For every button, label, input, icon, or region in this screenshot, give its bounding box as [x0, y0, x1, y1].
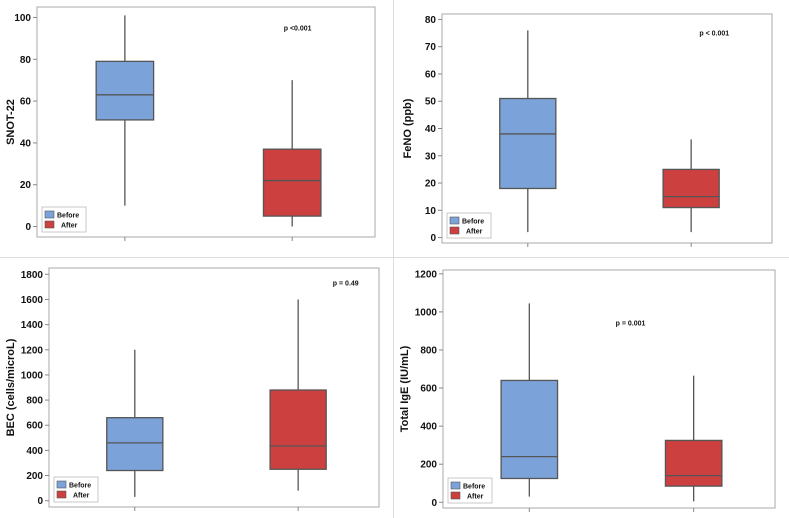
- before-box: [95, 60, 155, 121]
- y-tick-label: 40: [425, 124, 437, 135]
- y-axis-title: Total IgE (IU/mL): [399, 345, 411, 432]
- y-tick-label: 800: [26, 396, 43, 407]
- y-tick-label: 60: [20, 97, 32, 108]
- p-value-label: p < 0.001: [699, 30, 729, 37]
- y-tick-label: 50: [425, 97, 437, 108]
- bec-chart-panel: 0 200 400 600 800 1000 1200 1400 1600 1800 BEC (ce…: [0, 258, 393, 518]
- y-tick-label: 40: [20, 138, 32, 149]
- plot-frame: [48, 267, 380, 508]
- y-tick-label: 400: [420, 422, 437, 433]
- plot-frame: [441, 13, 773, 244]
- y-axis-title: SNOT-22: [5, 99, 17, 145]
- legend-label-after: After: [73, 493, 90, 500]
- legend-swatch-before: [56, 480, 67, 489]
- y-tick-label: 600: [420, 384, 437, 395]
- legend-swatch-after: [450, 491, 461, 500]
- y-tick-label: 1400: [21, 320, 44, 331]
- before-box: [106, 417, 164, 472]
- panel-divider-horizontal: [0, 257, 789, 258]
- legend-label-after: After: [467, 494, 484, 501]
- legend-swatch-before: [449, 216, 460, 225]
- before-box: [500, 379, 559, 480]
- y-tick-label: 0: [430, 233, 436, 244]
- feno-chart-panel: 0 10 20 30 40 50 60 70 80 FeNO (ppb) p < 0.001 Befo…: [394, 0, 789, 257]
- y-tick-label: 80: [425, 15, 437, 26]
- y-tick-label: 1600: [21, 295, 44, 306]
- p-value-label: p = 0.49: [333, 280, 359, 287]
- y-tick-label: 30: [425, 151, 437, 162]
- y-tick-label: 1200: [21, 345, 44, 356]
- after-box: [269, 389, 327, 470]
- legend-swatch-after: [44, 220, 55, 229]
- after-box: [664, 439, 723, 487]
- y-axis-title: FeNO (ppb): [402, 98, 414, 158]
- after-box: [662, 168, 720, 209]
- legend-label-after: After: [466, 229, 483, 236]
- panel-divider-vertical: [393, 0, 394, 518]
- after-box: [262, 148, 322, 217]
- legend-swatch-before: [44, 210, 55, 219]
- y-axis-title: BEC (cells/microL): [5, 338, 17, 436]
- y-tick-label: 20: [425, 179, 437, 190]
- y-tick-label: 10: [425, 206, 437, 217]
- legend-label-before: Before: [462, 219, 484, 226]
- bec-boxplot: 0 200 400 600 800 1000 1200 1400 1600 1800 BEC (ce…: [5, 267, 380, 511]
- p-value-label: p <0.001: [284, 26, 312, 33]
- legend-swatch-after: [56, 490, 67, 499]
- y-tick-label: 0: [431, 498, 437, 509]
- y-tick-label: 100: [14, 13, 31, 24]
- y-tick-label: 1800: [21, 270, 44, 281]
- y-tick-label: 1000: [415, 307, 438, 318]
- y-tick-label: 20: [20, 180, 32, 191]
- y-tick-label: 60: [425, 69, 437, 80]
- legend-label-after: After: [61, 223, 78, 230]
- before-box: [499, 97, 557, 190]
- y-tick-label: 800: [420, 345, 437, 356]
- y-tick-label: 200: [420, 460, 437, 471]
- ige-chart-panel: 0 200 400 600 800 1000 1200 Total IgE (IU/mL) p …: [394, 258, 789, 518]
- snot22-boxplot: 0 20 40 60 80 100 SNOT-22 p <0.001 Before After: [5, 6, 376, 241]
- legend-label-before: Before: [57, 213, 79, 220]
- plot-frame: [36, 6, 376, 238]
- p-value-label: p = 0.001: [616, 320, 646, 327]
- y-tick-label: 600: [26, 421, 43, 432]
- y-tick-label: 1200: [415, 269, 438, 280]
- plot-frame: [442, 269, 776, 509]
- y-tick-label: 200: [26, 471, 43, 482]
- snot22-chart-panel: 0 20 40 60 80 100 SNOT-22 p <0.001 Before After: [0, 0, 393, 257]
- y-tick-label: 400: [26, 446, 43, 457]
- ige-boxplot: 0 200 400 600 800 1000 1200 Total IgE (IU/mL) p …: [399, 269, 776, 512]
- y-tick-label: 1000: [21, 370, 44, 381]
- y-tick-label: 0: [37, 496, 43, 507]
- y-tick-label: 0: [25, 222, 31, 233]
- y-tick-label: 80: [20, 55, 32, 66]
- legend-label-before: Before: [69, 483, 91, 490]
- legend-swatch-after: [449, 226, 460, 235]
- legend-swatch-before: [450, 481, 461, 490]
- legend-label-before: Before: [463, 484, 485, 491]
- y-tick-label: 70: [425, 42, 437, 53]
- feno-boxplot: 0 10 20 30 40 50 60 70 80 FeNO (ppb) p < 0.001 Befo…: [402, 13, 773, 247]
